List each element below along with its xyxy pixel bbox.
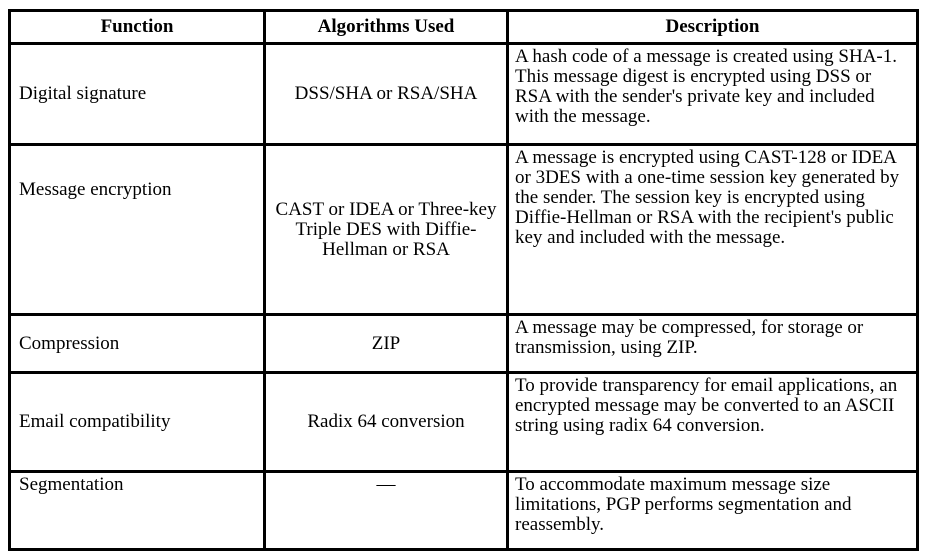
algorithms-cell: — [263, 471, 509, 550]
function-cell: Segmentation [8, 471, 266, 550]
function-cell: Email compatibility [8, 372, 266, 472]
table-row: Segmentation — To accommodate maximum me… [8, 471, 919, 550]
algorithms-cell: DSS/SHA or RSA/SHA [263, 43, 509, 145]
description-cell: To accommodate maximum message size limi… [506, 471, 919, 550]
algorithms-cell: CAST or IDEA or Three-key Triple DES wit… [263, 144, 509, 315]
header-function: Function [8, 10, 266, 45]
header-algorithms: Algorithms Used [263, 10, 509, 45]
table-row: Email compatibility Radix 64 conversion … [8, 372, 919, 472]
description-cell: To provide transparency for email applic… [506, 372, 919, 472]
table-body: Digital signature DSS/SHA or RSA/SHA A h… [8, 43, 919, 550]
function-cell: Compression [8, 314, 266, 373]
header-description: Description [506, 10, 919, 45]
function-cell: Digital signature [8, 43, 266, 145]
table-row: Digital signature DSS/SHA or RSA/SHA A h… [8, 43, 919, 145]
algorithms-cell: Radix 64 conversion [263, 372, 509, 472]
description-cell: A message may be compressed, for storage… [506, 314, 919, 373]
table-row: Compression ZIP A message may be compres… [8, 314, 919, 373]
table-header: Function Algorithms Used Description [8, 10, 919, 45]
header-row: Function Algorithms Used Description [8, 10, 919, 45]
description-cell: A message is encrypted using CAST-128 or… [506, 144, 919, 315]
pgp-services-table: Function Algorithms Used Description Dig… [8, 9, 919, 551]
description-cell: A hash code of a message is created usin… [506, 43, 919, 145]
algorithms-cell: ZIP [263, 314, 509, 373]
function-cell: Message encryption [8, 144, 266, 315]
table-row: Message encryption CAST or IDEA or Three… [8, 144, 919, 315]
